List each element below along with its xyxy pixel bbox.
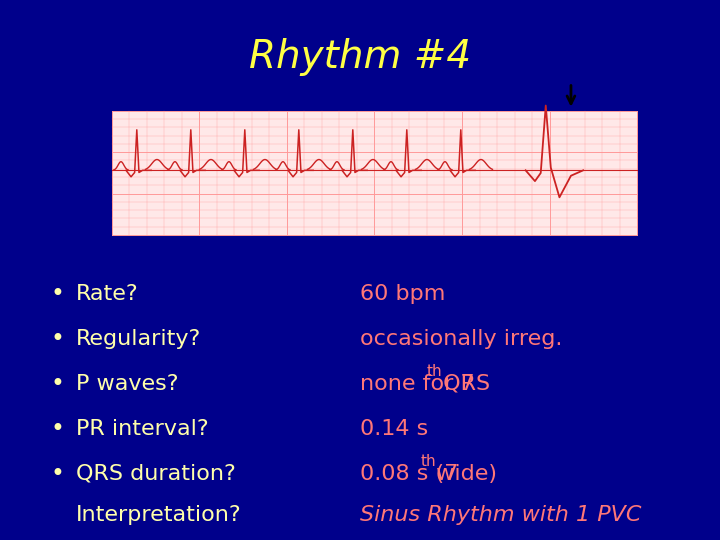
Text: Rhythm #4: Rhythm #4 <box>249 38 471 76</box>
Text: 60 bpm: 60 bpm <box>360 284 446 305</box>
Text: Rate?: Rate? <box>76 284 138 305</box>
Bar <box>112 111 637 235</box>
Text: •: • <box>51 462 65 485</box>
Text: th: th <box>420 454 436 469</box>
Text: wide): wide) <box>429 463 497 484</box>
Text: •: • <box>51 327 65 351</box>
Text: 0.08 s (7: 0.08 s (7 <box>360 463 458 484</box>
Text: Regularity?: Regularity? <box>76 329 201 349</box>
Text: PR interval?: PR interval? <box>76 418 208 439</box>
Text: 0.14 s: 0.14 s <box>360 418 428 439</box>
Text: QRS: QRS <box>436 374 490 394</box>
Text: •: • <box>51 282 65 306</box>
Text: Sinus Rhythm with 1 PVC: Sinus Rhythm with 1 PVC <box>360 504 642 525</box>
Text: th: th <box>427 364 443 379</box>
Text: QRS duration?: QRS duration? <box>76 463 235 484</box>
Text: Interpretation?: Interpretation? <box>76 504 241 525</box>
Text: •: • <box>51 372 65 396</box>
Text: P waves?: P waves? <box>76 374 178 394</box>
Text: •: • <box>51 417 65 441</box>
Text: none for 7: none for 7 <box>360 374 474 394</box>
Text: occasionally irreg.: occasionally irreg. <box>360 329 562 349</box>
